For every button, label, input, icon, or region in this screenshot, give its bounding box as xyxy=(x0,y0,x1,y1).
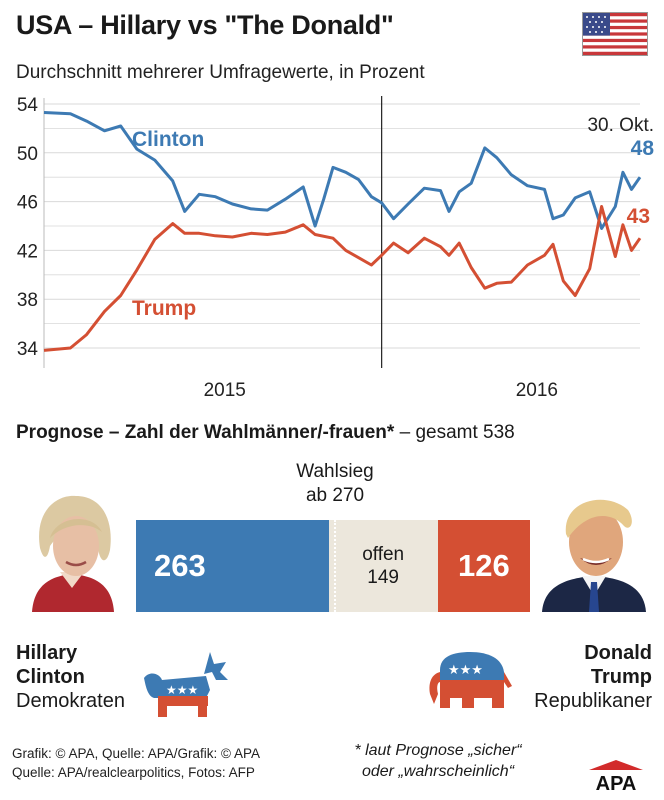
apa-logo: APA xyxy=(589,760,643,792)
x-tick-2016: 2016 xyxy=(516,380,558,401)
chart-grid xyxy=(43,98,640,368)
page-title: USA – Hillary vs "The Donald" xyxy=(16,10,394,40)
clinton-electors-bar: 263 xyxy=(136,520,329,612)
clinton-first-name: Hillary xyxy=(16,642,78,664)
footnote: * laut Prognose „sicher“ oder „wahrschei… xyxy=(318,740,558,782)
projection-total: – gesamt 538 xyxy=(399,422,515,443)
footnote-line-1: * laut Prognose „sicher“ xyxy=(354,742,522,759)
projection-title: Prognose – Zahl der Wahlmänner/-frauen* … xyxy=(16,422,515,444)
page-subtitle: Durchschnitt mehrerer Umfragewerte, in P… xyxy=(16,62,425,83)
y-tick-42: 42 xyxy=(17,241,38,262)
y-tick-38: 38 xyxy=(17,290,38,311)
republican-elephant-icon: ★★★ xyxy=(429,652,512,708)
clinton-party: Demokraten xyxy=(16,690,125,712)
poll-line-chart: 34 38 42 46 50 54 2015 2016 Clinton Trump 30. … xyxy=(17,95,655,401)
clinton-name-block: Hillary Clinton Demokraten xyxy=(16,641,125,713)
threshold-line-2: ab 270 xyxy=(305,485,365,506)
threshold-line-1: Wahlsieg xyxy=(296,461,374,482)
y-tick-50: 50 xyxy=(17,144,38,165)
threshold-marker-line xyxy=(333,520,336,612)
y-tick-labels: 34 38 42 46 50 54 xyxy=(17,95,39,360)
x-tick-2015: 2015 xyxy=(204,380,246,401)
undecided-label: offen xyxy=(362,544,405,565)
clinton-last-name: Clinton xyxy=(16,666,85,688)
footnote-line-2: oder „wahrscheinlich“ xyxy=(361,763,515,780)
y-tick-34: 34 xyxy=(17,339,39,360)
end-date-label: 30. Okt. xyxy=(587,115,654,136)
y-tick-46: 46 xyxy=(17,193,38,214)
y-tick-54: 54 xyxy=(17,95,39,116)
trump-first-name: Donald xyxy=(584,642,652,664)
series-lines xyxy=(43,111,642,352)
trump-name-block: Donald Trump Republikaner xyxy=(534,641,652,713)
credits: Grafik: © APA, Quelle: APA/Grafik: © APA… xyxy=(12,744,260,782)
trump-photo xyxy=(536,488,652,612)
series-label-clinton: Clinton xyxy=(132,128,204,151)
clinton-electors-value: 263 xyxy=(154,548,206,583)
series-line-clinton xyxy=(43,111,642,230)
trump-last-name: Trump xyxy=(590,666,652,688)
credits-line-2: Quelle: APA/realclearpolitics, Fotos: AF… xyxy=(12,765,255,780)
apa-logo-text: APA xyxy=(596,773,637,792)
projection-title-bold: Prognose – Zahl der Wahlmänner/-frauen* xyxy=(16,422,395,443)
undecided-electors-bar: offen 149 xyxy=(328,520,438,612)
trump-electors-bar: 126 xyxy=(437,520,530,612)
undecided-value: 149 xyxy=(367,567,399,588)
trump-party: Republikaner xyxy=(534,690,652,712)
trump-electors-value: 126 xyxy=(457,548,510,583)
svg-text:★★★: ★★★ xyxy=(166,683,198,697)
clinton-end-value: 48 xyxy=(631,137,655,160)
democrat-donkey-icon: ★★★ xyxy=(144,652,228,717)
credits-line-1: Grafik: © APA, Quelle: APA/Grafik: © APA xyxy=(12,746,260,761)
usa-flag-icon xyxy=(582,12,648,56)
series-label-trump: Trump xyxy=(132,297,196,320)
trump-end-value: 43 xyxy=(627,205,650,228)
win-threshold-label: Wahlsieg ab 270 xyxy=(255,460,415,508)
clinton-photo xyxy=(14,488,130,612)
x-tick-labels: 2015 2016 xyxy=(204,380,558,401)
series-line-trump xyxy=(43,205,642,352)
svg-text:★★★: ★★★ xyxy=(448,662,483,677)
